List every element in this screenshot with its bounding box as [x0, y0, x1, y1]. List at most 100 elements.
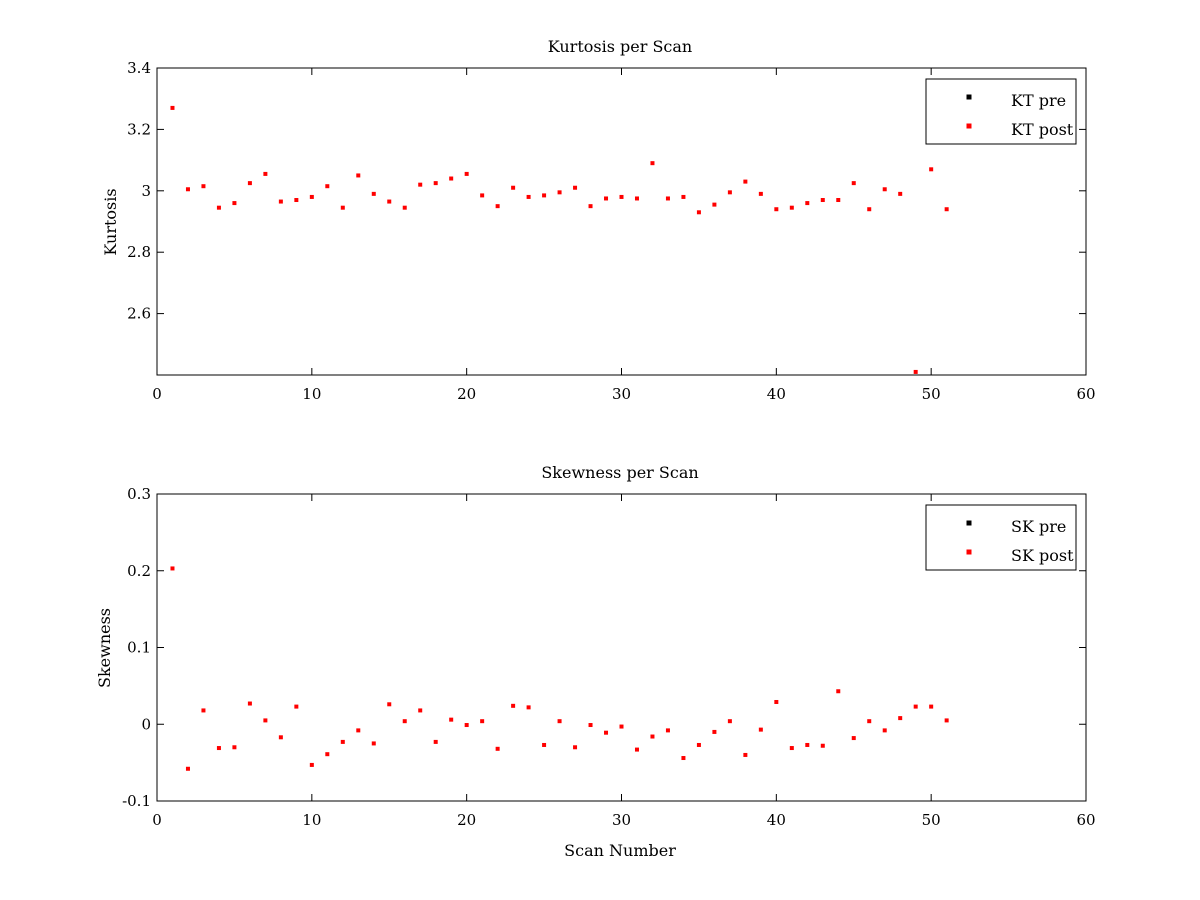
kurtosis-data-point	[511, 185, 516, 190]
kurtosis-legend-marker-pre	[966, 94, 972, 100]
kurtosis-x-ticks: 0 10 20 30 40 50 60	[152, 68, 1096, 403]
skewness-data-point	[743, 752, 748, 757]
skewness-data-point	[898, 716, 903, 721]
skewness-data-point	[758, 727, 763, 732]
kurtosis-data-point	[278, 199, 283, 204]
kurtosis-legend-label-post: KT post	[1011, 120, 1074, 139]
kurtosis-plot: Kurtosis per Scan Kurtosis 0 10 20 30 40 50 60…	[101, 37, 1096, 403]
x-tick-label: 20	[457, 811, 476, 829]
skewness-legend-marker-pre	[966, 520, 972, 526]
skewness-legend-label-pre: SK pre	[1011, 517, 1066, 536]
kurtosis-data-point	[371, 191, 376, 196]
skewness-data-point	[774, 699, 779, 704]
skewness-points	[170, 566, 949, 771]
skewness-data-point	[511, 703, 516, 708]
kurtosis-data-point	[216, 205, 221, 210]
y-tick-label: 0.2	[127, 562, 151, 580]
skewness-data-point	[851, 736, 856, 741]
skewness-data-point	[278, 735, 283, 740]
skewness-data-point	[557, 719, 562, 724]
x-tick-label: 10	[302, 385, 321, 403]
kurtosis-data-point	[944, 207, 949, 212]
x-tick-label: 30	[612, 385, 631, 403]
kurtosis-data-point	[309, 194, 314, 199]
kurtosis-data-point	[464, 171, 469, 176]
x-tick-label: 20	[457, 385, 476, 403]
skewness-x-ticks: 0 10 20 30 40 50 60	[152, 494, 1096, 829]
kurtosis-data-point	[557, 190, 562, 195]
skewness-data-point	[371, 741, 376, 746]
skewness-legend-box	[925, 504, 1077, 571]
skewness-data-point	[340, 739, 345, 744]
skewness-data-point	[201, 708, 206, 713]
kurtosis-data-point	[170, 105, 175, 110]
kurtosis-data-point	[851, 181, 856, 186]
kurtosis-data-point	[185, 187, 190, 192]
skewness-data-point	[185, 766, 190, 771]
kurtosis-points	[170, 105, 949, 374]
y-tick-label: 3	[141, 182, 151, 200]
x-tick-label: 50	[922, 385, 941, 403]
x-tick-label: 60	[1076, 811, 1095, 829]
kurtosis-y-ticks: 2.6 2.8 3 3.2 3.4	[127, 59, 1086, 323]
kurtosis-y-axis-label: Kurtosis	[101, 188, 120, 255]
kurtosis-data-point	[696, 210, 701, 215]
skewness-data-point	[387, 702, 392, 707]
skewness-data-point	[727, 719, 732, 724]
skewness-x-axis-label: Scan Number	[564, 841, 676, 860]
kurtosis-data-point	[913, 369, 918, 374]
skewness-data-point	[418, 708, 423, 713]
kurtosis-data-point	[743, 179, 748, 184]
kurtosis-legend: KT pre KT post	[925, 78, 1077, 145]
skewness-data-point	[805, 742, 810, 747]
kurtosis-data-point	[820, 198, 825, 203]
kurtosis-data-point	[433, 181, 438, 186]
y-tick-label: 0.3	[127, 485, 151, 503]
kurtosis-data-point	[882, 187, 887, 192]
skewness-data-point	[216, 746, 221, 751]
kurtosis-data-point	[774, 207, 779, 212]
kurtosis-data-point	[650, 161, 655, 166]
kurtosis-data-point	[604, 196, 609, 201]
skewness-data-point	[294, 704, 299, 709]
skewness-y-axis-label: Skewness	[95, 608, 114, 688]
skewness-data-point	[712, 729, 717, 734]
skewness-data-point	[650, 734, 655, 739]
kurtosis-data-point	[247, 181, 252, 186]
kurtosis-data-point	[201, 184, 206, 189]
skewness-data-point	[681, 756, 686, 761]
kurtosis-data-point	[356, 173, 361, 178]
kurtosis-data-point	[588, 204, 593, 209]
skewness-data-point	[433, 739, 438, 744]
x-tick-label: 40	[767, 385, 786, 403]
skewness-plot: Skewness per Scan Skewness Scan Number 0…	[95, 463, 1096, 860]
kurtosis-data-point	[263, 171, 268, 176]
y-tick-label: 3.4	[127, 59, 151, 77]
skewness-data-point	[449, 717, 454, 722]
skewness-data-point	[619, 724, 624, 729]
skewness-data-point	[495, 746, 500, 751]
kurtosis-data-point	[573, 185, 578, 190]
skewness-data-point	[402, 719, 407, 724]
kurtosis-data-point	[325, 184, 330, 189]
skewness-data-point	[929, 704, 934, 709]
kurtosis-data-point	[712, 202, 717, 207]
y-tick-label: 2.6	[127, 305, 151, 323]
x-tick-label: 10	[302, 811, 321, 829]
skewness-legend-label-post: SK post	[1011, 546, 1074, 565]
skewness-data-point	[867, 719, 872, 724]
skewness-data-point	[696, 742, 701, 747]
kurtosis-data-point	[402, 205, 407, 210]
skewness-data-point	[634, 747, 639, 752]
kurtosis-data-point	[681, 194, 686, 199]
x-tick-label: 50	[922, 811, 941, 829]
skewness-data-point	[944, 718, 949, 723]
kurtosis-data-point	[867, 207, 872, 212]
skewness-legend: SK pre SK post	[925, 504, 1077, 571]
x-tick-label: 0	[152, 385, 162, 403]
y-tick-label: 2.8	[127, 243, 151, 261]
x-tick-label: 40	[767, 811, 786, 829]
kurtosis-data-point	[665, 196, 670, 201]
y-tick-label: 0	[141, 715, 151, 733]
